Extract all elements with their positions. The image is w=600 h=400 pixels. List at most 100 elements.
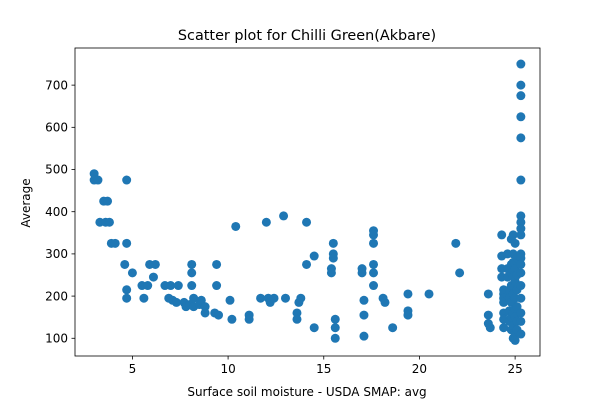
y-tick-label-2: 300 — [45, 247, 68, 261]
data-point-75 — [359, 310, 369, 320]
data-point-13 — [122, 285, 132, 295]
data-point-33 — [187, 281, 197, 291]
data-point-17 — [139, 293, 149, 303]
y-tick-label-6: 700 — [45, 78, 68, 92]
data-point-73 — [357, 268, 367, 278]
data-point-148 — [516, 175, 526, 185]
data-point-41 — [212, 259, 222, 269]
data-point-154 — [516, 253, 526, 263]
data-point-74 — [359, 295, 369, 305]
data-point-90 — [451, 238, 461, 248]
data-point-55 — [280, 293, 290, 303]
data-point-146 — [516, 112, 526, 122]
data-point-53 — [269, 293, 279, 303]
data-point-63 — [309, 323, 319, 333]
y-tick-label-4: 500 — [45, 163, 68, 177]
plot-frame — [74, 47, 541, 357]
chart-title: Scatter plot for Chilli Green(Akbare) — [178, 28, 436, 44]
y-tick-label-0: 100 — [45, 331, 68, 345]
data-point-21 — [148, 272, 158, 282]
data-point-7 — [104, 217, 114, 227]
data-point-18 — [143, 281, 153, 291]
data-point-93 — [483, 310, 493, 320]
data-point-9 — [110, 238, 120, 248]
data-point-144 — [516, 80, 526, 90]
x-axis-label: Surface soil moisture - USDA SMAP: avg — [187, 385, 426, 399]
data-point-161 — [516, 329, 526, 339]
x-tick-label-4: 25 — [507, 362, 522, 376]
data-point-150 — [516, 217, 526, 227]
data-point-15 — [127, 268, 137, 278]
data-point-10 — [122, 175, 132, 185]
data-point-31 — [187, 259, 197, 269]
y-tick-label-1: 200 — [45, 289, 68, 303]
data-point-149 — [516, 211, 526, 221]
data-point-60 — [302, 217, 312, 227]
data-point-78 — [369, 230, 379, 240]
y-tick-label-3: 400 — [45, 205, 68, 219]
data-point-20 — [150, 259, 160, 269]
x-tick-label-1: 10 — [220, 362, 235, 376]
x-tick-label-2: 15 — [316, 362, 331, 376]
data-point-14 — [122, 293, 132, 303]
data-point-152 — [516, 230, 526, 240]
data-point-159 — [516, 308, 526, 318]
data-point-50 — [261, 217, 271, 227]
data-point-26 — [171, 297, 181, 307]
data-point-155 — [516, 259, 526, 269]
data-point-42 — [212, 281, 222, 291]
data-point-95 — [485, 323, 495, 333]
x-tick-label-0: 5 — [129, 362, 137, 376]
data-point-44 — [225, 295, 235, 305]
data-point-157 — [516, 281, 526, 291]
data-point-54 — [279, 211, 289, 221]
data-point-49 — [256, 293, 266, 303]
data-point-147 — [516, 133, 526, 143]
data-point-76 — [359, 331, 369, 341]
data-point-34 — [189, 293, 199, 303]
data-point-81 — [369, 268, 379, 278]
data-point-70 — [330, 323, 340, 333]
data-point-46 — [231, 221, 241, 231]
y-axis: 100 200 300 400 500 600 700 — [45, 78, 75, 345]
data-point-32 — [187, 268, 197, 278]
data-point-56 — [292, 308, 302, 318]
data-point-84 — [380, 297, 390, 307]
data-point-158 — [516, 293, 526, 303]
data-point-96 — [497, 230, 507, 240]
data-point-71 — [330, 333, 340, 343]
y-tick-label-5: 600 — [45, 121, 68, 135]
data-point-145 — [516, 91, 526, 101]
data-point-27 — [173, 281, 183, 291]
data-point-88 — [403, 310, 413, 320]
plot-area — [74, 47, 541, 357]
data-point-160 — [516, 316, 526, 326]
data-point-2 — [93, 175, 103, 185]
data-point-82 — [369, 281, 379, 291]
y-axis-label: Average — [19, 178, 33, 227]
data-point-136 — [510, 335, 520, 345]
data-point-66 — [328, 238, 338, 248]
data-point-59 — [296, 293, 306, 303]
data-point-11 — [122, 238, 132, 248]
data-point-79 — [369, 238, 379, 248]
data-point-69 — [330, 314, 340, 324]
data-point-91 — [455, 268, 465, 278]
data-point-38 — [200, 302, 210, 312]
data-point-48 — [244, 314, 254, 324]
data-point-89 — [424, 289, 434, 299]
data-point-151 — [516, 224, 526, 234]
data-point-24 — [166, 281, 176, 291]
data-point-12 — [120, 259, 130, 269]
data-point-45 — [227, 314, 237, 324]
data-point-68 — [328, 253, 338, 263]
x-tick-label-3: 20 — [412, 362, 427, 376]
data-point-57 — [292, 314, 302, 324]
data-point-106 — [499, 323, 509, 333]
data-point-80 — [369, 259, 379, 269]
data-point-39 — [200, 308, 210, 318]
data-point-6 — [103, 196, 113, 206]
data-point-65 — [326, 268, 336, 278]
